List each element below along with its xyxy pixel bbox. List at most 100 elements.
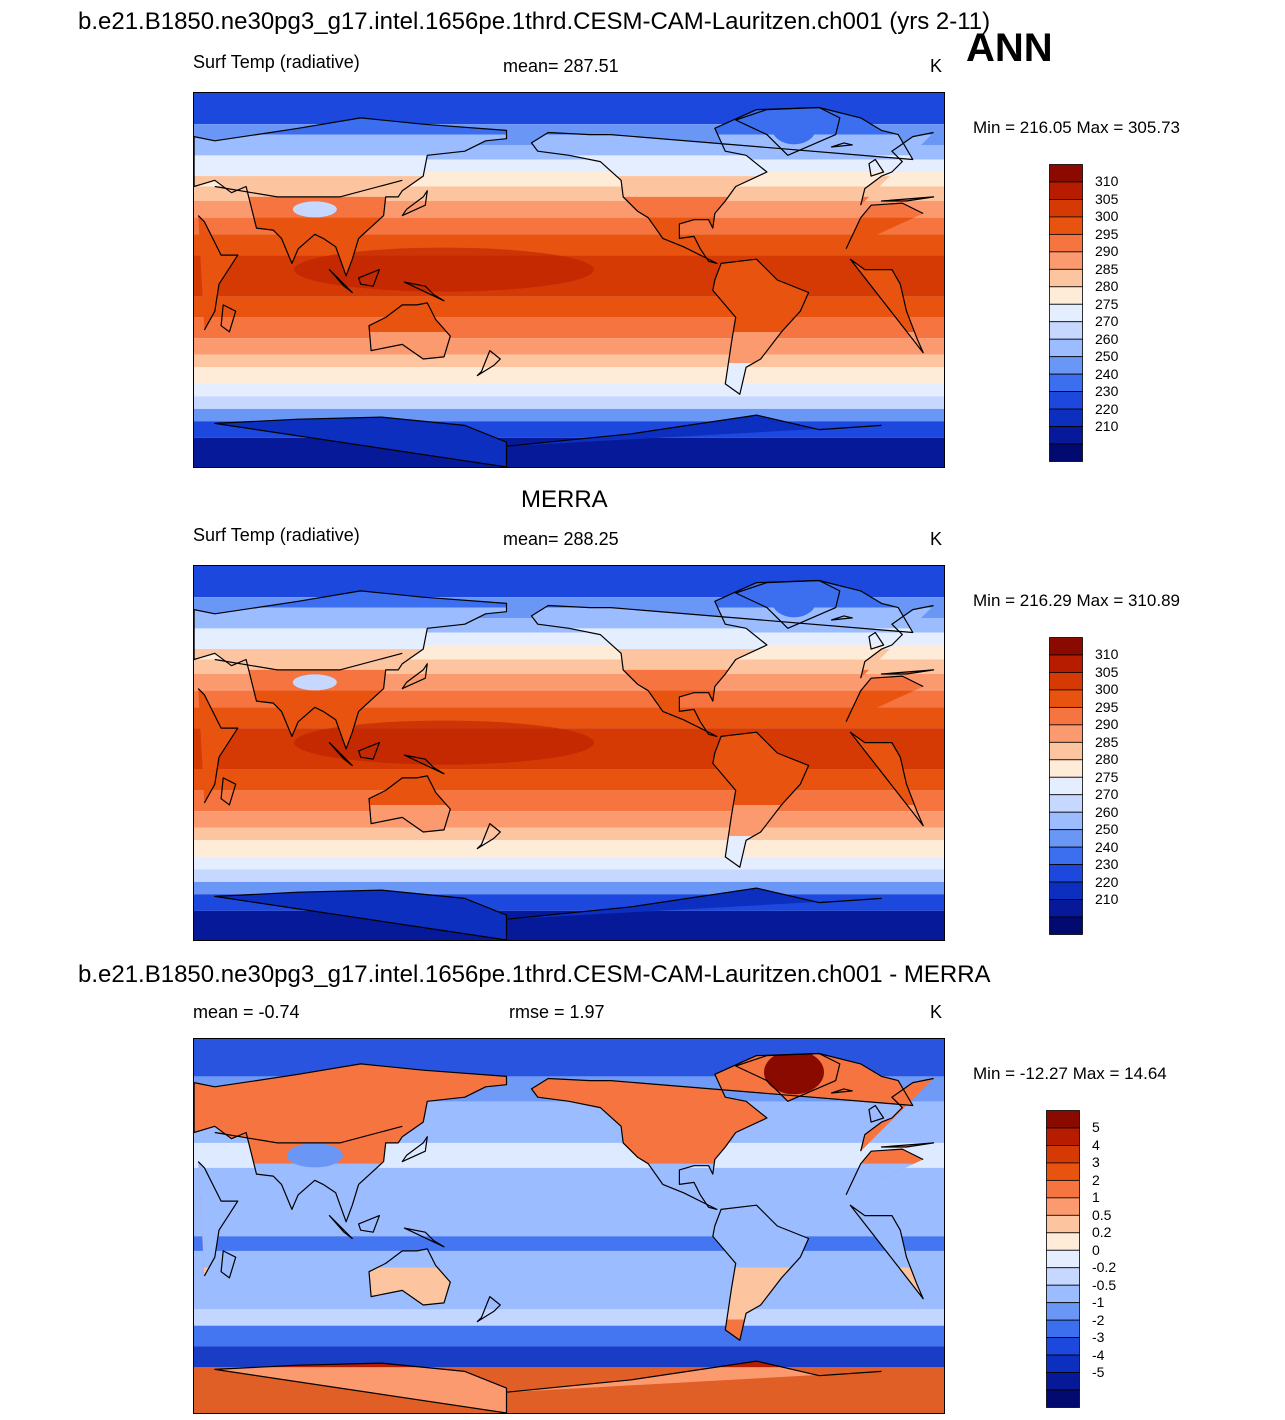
colorbar-swatch bbox=[1046, 1319, 1080, 1339]
coastline bbox=[194, 131, 935, 206]
coastline bbox=[403, 281, 445, 302]
colorbar-tick-label: 230 bbox=[1095, 856, 1119, 873]
colorbar-tick-label: -4 bbox=[1092, 1346, 1105, 1363]
panel1-minmax: Min = 216.05 Max = 305.73 bbox=[973, 118, 1180, 137]
coastline bbox=[194, 1077, 935, 1152]
coastline bbox=[358, 1215, 380, 1233]
colorbar-tick-label: 250 bbox=[1095, 821, 1119, 838]
panel1-colorbar: 310 305 300 295 290 285 280 275 270 260 250 240 230 2… bbox=[1049, 164, 1169, 462]
coastline bbox=[830, 615, 853, 621]
colorbar-swatch bbox=[1046, 1232, 1080, 1251]
panel1-map bbox=[193, 92, 945, 468]
colorbar-tick-label: 220 bbox=[1095, 873, 1119, 890]
colorbar-tick-label: 310 bbox=[1095, 646, 1119, 663]
colorbar-swatch bbox=[1049, 759, 1083, 778]
colorbar-swatch bbox=[1046, 1214, 1080, 1234]
colorbar-tick-label: 300 bbox=[1095, 681, 1119, 698]
coastline bbox=[220, 1250, 237, 1279]
colorbar-tick-label: -3 bbox=[1092, 1329, 1105, 1346]
colorbar-swatch bbox=[1049, 846, 1083, 866]
coastline bbox=[194, 117, 508, 277]
colorbar-tick-label: 2 bbox=[1092, 1171, 1100, 1188]
colorbar-swatch bbox=[1049, 286, 1083, 305]
map-contour-band bbox=[194, 383, 944, 397]
greenland-ice bbox=[772, 112, 816, 145]
coastlines bbox=[194, 106, 935, 467]
panel3-mean: mean = -0.74 bbox=[193, 1002, 300, 1022]
panel3-map bbox=[193, 1038, 945, 1414]
coastline bbox=[868, 1104, 885, 1123]
colorbar-swatch bbox=[1049, 776, 1083, 796]
colorbar-swatch bbox=[1049, 321, 1083, 340]
panel2-map bbox=[193, 565, 945, 941]
colorbar-swatch bbox=[1049, 338, 1083, 358]
map-contour-band bbox=[194, 856, 944, 870]
colorbar-swatch bbox=[1049, 233, 1083, 253]
coastline bbox=[328, 269, 353, 294]
tibet-cold-bias bbox=[286, 1143, 343, 1168]
model-title: b.e21.B1850.ne30pg3_g17.intel.1656pe.1th… bbox=[78, 8, 991, 35]
greenland-warm-bias bbox=[764, 1053, 824, 1095]
colorbar-tick-label: 0 bbox=[1092, 1241, 1100, 1258]
coastline bbox=[358, 269, 380, 287]
coastline bbox=[197, 202, 924, 354]
coastline bbox=[476, 823, 501, 850]
panel2-minmax: Min = 216.29 Max = 310.89 bbox=[973, 591, 1180, 610]
coastline bbox=[735, 106, 841, 156]
panel2-units: K bbox=[930, 529, 943, 549]
coastline bbox=[220, 304, 237, 333]
panel3-units: K bbox=[930, 1002, 943, 1022]
colorbar-swatch bbox=[1046, 1354, 1080, 1373]
colorbar-tick-label: 250 bbox=[1095, 348, 1119, 365]
colorbar-tick-label: 0.2 bbox=[1092, 1224, 1112, 1241]
colorbar-swatch bbox=[1049, 164, 1083, 183]
map-contour-band bbox=[194, 1325, 944, 1347]
colorbar-swatch bbox=[1046, 1372, 1080, 1391]
colorbar-swatch bbox=[1046, 1302, 1080, 1321]
map-contour-band bbox=[194, 811, 944, 828]
colorbar-tick-label: -1 bbox=[1092, 1294, 1105, 1311]
colorbar-tick-label: -0.5 bbox=[1092, 1276, 1117, 1293]
coastline bbox=[830, 1088, 853, 1094]
colorbar-tick-label: 295 bbox=[1095, 225, 1119, 242]
colorbar-swatch bbox=[1046, 1337, 1080, 1356]
colorbar-swatch bbox=[1046, 1389, 1080, 1408]
tibet-plateau bbox=[292, 201, 337, 218]
colorbar-swatch bbox=[1049, 391, 1083, 410]
colorbar-tick-label: 275 bbox=[1095, 768, 1119, 785]
colorbar-tick-label: 275 bbox=[1095, 295, 1119, 312]
colorbar-tick-label: 210 bbox=[1095, 418, 1119, 435]
colorbar-swatch bbox=[1046, 1284, 1080, 1304]
colorbar-swatch bbox=[1049, 864, 1083, 883]
colorbar-tick-label: 1 bbox=[1092, 1189, 1100, 1206]
colorbar-swatch bbox=[1049, 672, 1083, 691]
colorbar-swatch bbox=[1049, 794, 1083, 813]
colorbar-tick-label: 280 bbox=[1095, 278, 1119, 295]
map-contour-band bbox=[194, 690, 944, 708]
map-contour-band bbox=[194, 338, 944, 355]
colorbar-tick-label: 210 bbox=[1095, 891, 1119, 908]
colorbar-tick-label: 285 bbox=[1095, 733, 1119, 750]
panel2-colorbar: 310 305 300 295 290 285 280 275 270 260 250 240 230 2… bbox=[1049, 637, 1169, 935]
panel2-mean: mean= 288.25 bbox=[503, 529, 619, 549]
obs-title: MERRA bbox=[521, 486, 608, 513]
coastline bbox=[403, 754, 445, 775]
colorbar-tick-label: -2 bbox=[1092, 1311, 1105, 1328]
map-contour-band bbox=[194, 840, 944, 857]
map-contour-band bbox=[194, 367, 944, 384]
colorbar-swatch bbox=[1049, 881, 1083, 900]
greenland-ice bbox=[772, 585, 816, 618]
panel3-colorbar: 5 4 3 2 1 0.5 0.2 0 -0.2 -0.5 -1 -2 -3 -4 -5 bbox=[1046, 1110, 1166, 1408]
coastlines bbox=[194, 579, 935, 940]
colorbar-swatch bbox=[1049, 916, 1083, 935]
coastline bbox=[194, 590, 508, 750]
colorbar-tick-label: 300 bbox=[1095, 208, 1119, 225]
colorbar-tick-label: 295 bbox=[1095, 698, 1119, 715]
colorbar-swatch bbox=[1049, 268, 1083, 288]
map-contour-band bbox=[194, 217, 944, 235]
map-contour-band bbox=[194, 869, 944, 882]
colorbar-tick-label: 280 bbox=[1095, 751, 1119, 768]
colorbar-swatch bbox=[1049, 408, 1083, 427]
colorbar-tick-label: 305 bbox=[1095, 190, 1119, 207]
colorbar-tick-label: 0.5 bbox=[1092, 1206, 1112, 1223]
